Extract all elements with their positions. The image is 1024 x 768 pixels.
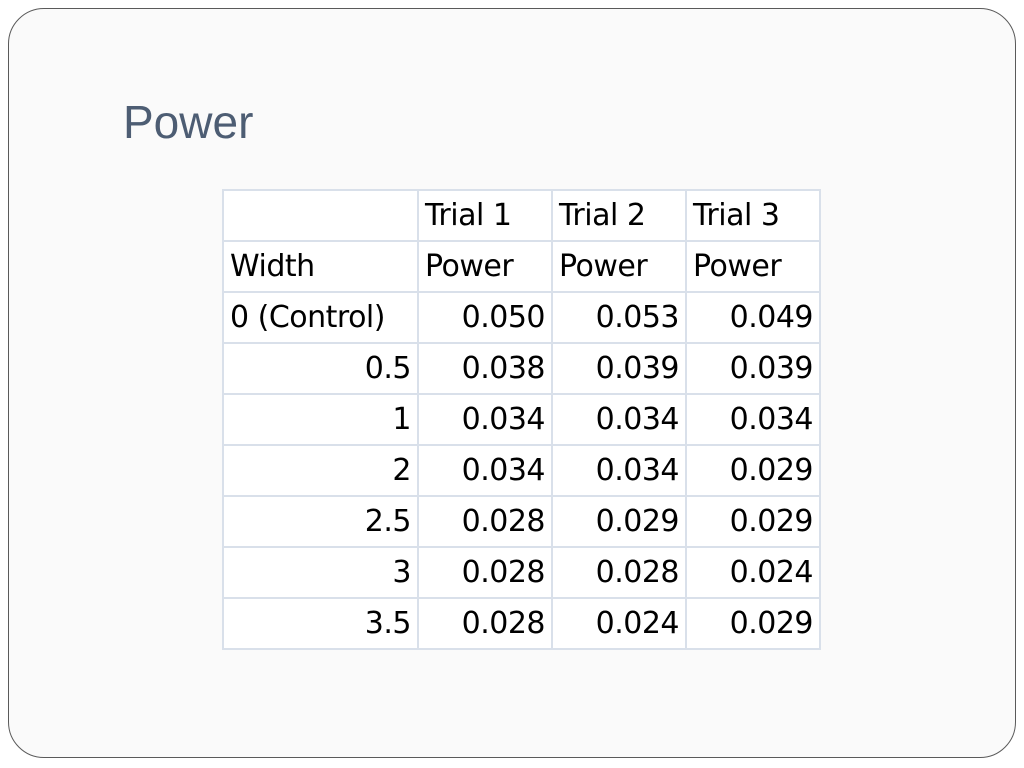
table-cell: 3 [222,546,419,599]
table-row: 3.5 0.028 0.024 0.029 [222,597,821,650]
table-cell: 0.029 [685,495,821,548]
table-cell: 0.028 [417,495,553,548]
table-cell: Power [417,240,553,293]
table-cell: 0.039 [551,342,687,395]
table-row: 0 (Control) 0.050 0.053 0.049 [222,291,821,344]
slide: Power Trial 1 Trial 2 Trial 3 Width Powe… [8,8,1016,758]
table-cell: 0.034 [685,393,821,446]
table-cell: 0.039 [685,342,821,395]
slide-title: Power [123,96,254,148]
table-cell: 0.050 [417,291,553,344]
table-row: 1 0.034 0.034 0.034 [222,393,821,446]
table-cell: 0.5 [222,342,419,395]
table-row: 3 0.028 0.028 0.024 [222,546,821,599]
table-cell [222,189,419,242]
table-row: 2 0.034 0.034 0.029 [222,444,821,497]
table-row: 0.5 0.038 0.039 0.039 [222,342,821,395]
table-cell: 0.024 [685,546,821,599]
table-cell: 0.028 [417,597,553,650]
table-cell: 2 [222,444,419,497]
table-cell: 0.034 [417,393,553,446]
table-cell: 0.053 [551,291,687,344]
table-cell: Trial 1 [417,189,553,242]
table-cell: 1 [222,393,419,446]
table-cell: 0.034 [551,393,687,446]
table-cell: 0.028 [417,546,553,599]
table-header-row: Width Power Power Power [222,240,821,293]
table-row: 2.5 0.028 0.029 0.029 [222,495,821,548]
power-table: Trial 1 Trial 2 Trial 3 Width Power Powe… [222,189,821,650]
table-cell: 0.029 [551,495,687,548]
table-cell: Power [685,240,821,293]
table-cell: 0.049 [685,291,821,344]
table-cell: 2.5 [222,495,419,548]
table-cell: Trial 3 [685,189,821,242]
table-cell: 0.029 [685,597,821,650]
table-cell: 0.034 [551,444,687,497]
table-cell: 0.034 [417,444,553,497]
table-cell: 3.5 [222,597,419,650]
table-cell: 0 (Control) [222,291,419,344]
table-cell: Power [551,240,687,293]
table-cell: 0.038 [417,342,553,395]
table-cell: Trial 2 [551,189,687,242]
table-cell: Width [222,240,419,293]
table-header-row: Trial 1 Trial 2 Trial 3 [222,189,821,242]
table-cell: 0.029 [685,444,821,497]
table-cell: 0.024 [551,597,687,650]
table-cell: 0.028 [551,546,687,599]
